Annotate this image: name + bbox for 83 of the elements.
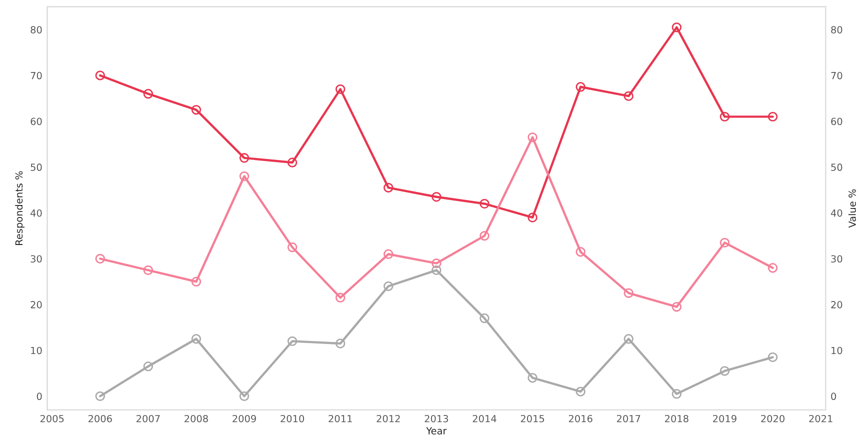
- y2-tick-label: 80: [831, 26, 842, 34]
- point: [432, 258, 442, 268]
- point: [239, 171, 250, 182]
- x-tick-label: 2013: [424, 414, 448, 422]
- point: [384, 249, 394, 259]
- y-tick-label: 40: [30, 209, 42, 217]
- point: [336, 84, 346, 94]
- x-tick-label: 2009: [232, 414, 256, 422]
- point: [287, 336, 298, 346]
- point: [768, 352, 778, 362]
- x-tick-label: 2014: [472, 414, 496, 422]
- point: [624, 334, 634, 344]
- x-tick-label: 2010: [280, 414, 304, 422]
- point: [191, 334, 202, 344]
- point: [720, 238, 730, 248]
- y-tick-label: 20: [30, 301, 42, 308]
- point: [480, 313, 490, 324]
- y-tick-label: 0: [36, 392, 42, 400]
- point: [336, 292, 346, 303]
- point: [768, 112, 778, 122]
- point: [672, 22, 682, 32]
- y2-tick-label: 50: [831, 164, 842, 171]
- y-tick-label: 60: [30, 118, 42, 126]
- point: [576, 246, 586, 257]
- x-tick-label: 2006: [88, 414, 112, 422]
- point: [143, 265, 154, 276]
- y-tick-label: 80: [30, 26, 42, 34]
- point: [384, 281, 394, 292]
- point: [191, 104, 202, 115]
- point: [624, 91, 634, 101]
- point: [95, 70, 106, 80]
- y2-tick-label: 30: [831, 255, 842, 263]
- point: [287, 242, 298, 252]
- x-tick-label: 2019: [713, 414, 736, 422]
- x-tick-label: 2007: [136, 414, 160, 422]
- point: [480, 230, 490, 241]
- point: [239, 153, 250, 163]
- point: [480, 198, 490, 209]
- point: [95, 391, 106, 402]
- x-tick-label: 2015: [520, 414, 544, 422]
- point: [432, 192, 442, 202]
- y-tick-label: 50: [30, 164, 42, 171]
- y-tick-label: 10: [31, 346, 42, 354]
- x-tick-label: 2005: [40, 414, 64, 422]
- point: [576, 82, 586, 92]
- point: [720, 366, 730, 376]
- x-axis-title: Year: [426, 427, 447, 434]
- point: [576, 386, 586, 396]
- y2-tick-label: 40: [830, 209, 842, 217]
- point: [191, 276, 202, 286]
- y-axis-title: Respondents %: [15, 171, 25, 245]
- y2-tick-label: 10: [832, 346, 842, 354]
- y2-tick-label: 70: [831, 72, 842, 80]
- point: [95, 254, 106, 264]
- point: [624, 288, 634, 298]
- point: [143, 88, 154, 99]
- x-tick-label: 2018: [665, 414, 688, 422]
- x-tick-label: 2016: [568, 414, 592, 422]
- x-tick-label: 2011: [328, 414, 352, 422]
- y2-axis-title: Value %: [848, 189, 856, 228]
- point: [768, 263, 778, 273]
- point: [528, 372, 538, 383]
- x-tick-label: 2021: [809, 414, 832, 422]
- point: [672, 302, 682, 312]
- y2-tick-label: 20: [831, 301, 842, 308]
- point: [528, 132, 538, 142]
- point: [384, 182, 394, 193]
- x-tick-label: 2017: [616, 414, 640, 422]
- point: [432, 265, 442, 276]
- x-tick-label: 2008: [184, 414, 208, 422]
- y2-tick-label: 60: [831, 118, 842, 126]
- point: [239, 391, 250, 402]
- y-tick-label: 30: [30, 255, 42, 263]
- point: [287, 158, 298, 168]
- point: [672, 389, 682, 399]
- point: [528, 212, 538, 222]
- point: [143, 362, 154, 372]
- y-tick-label: 70: [30, 72, 42, 80]
- x-tick-label: 2020: [761, 414, 784, 422]
- y2-tick-label: 0: [831, 392, 836, 400]
- point: [336, 338, 346, 348]
- point: [720, 112, 730, 122]
- x-tick-label: 2012: [376, 414, 400, 422]
